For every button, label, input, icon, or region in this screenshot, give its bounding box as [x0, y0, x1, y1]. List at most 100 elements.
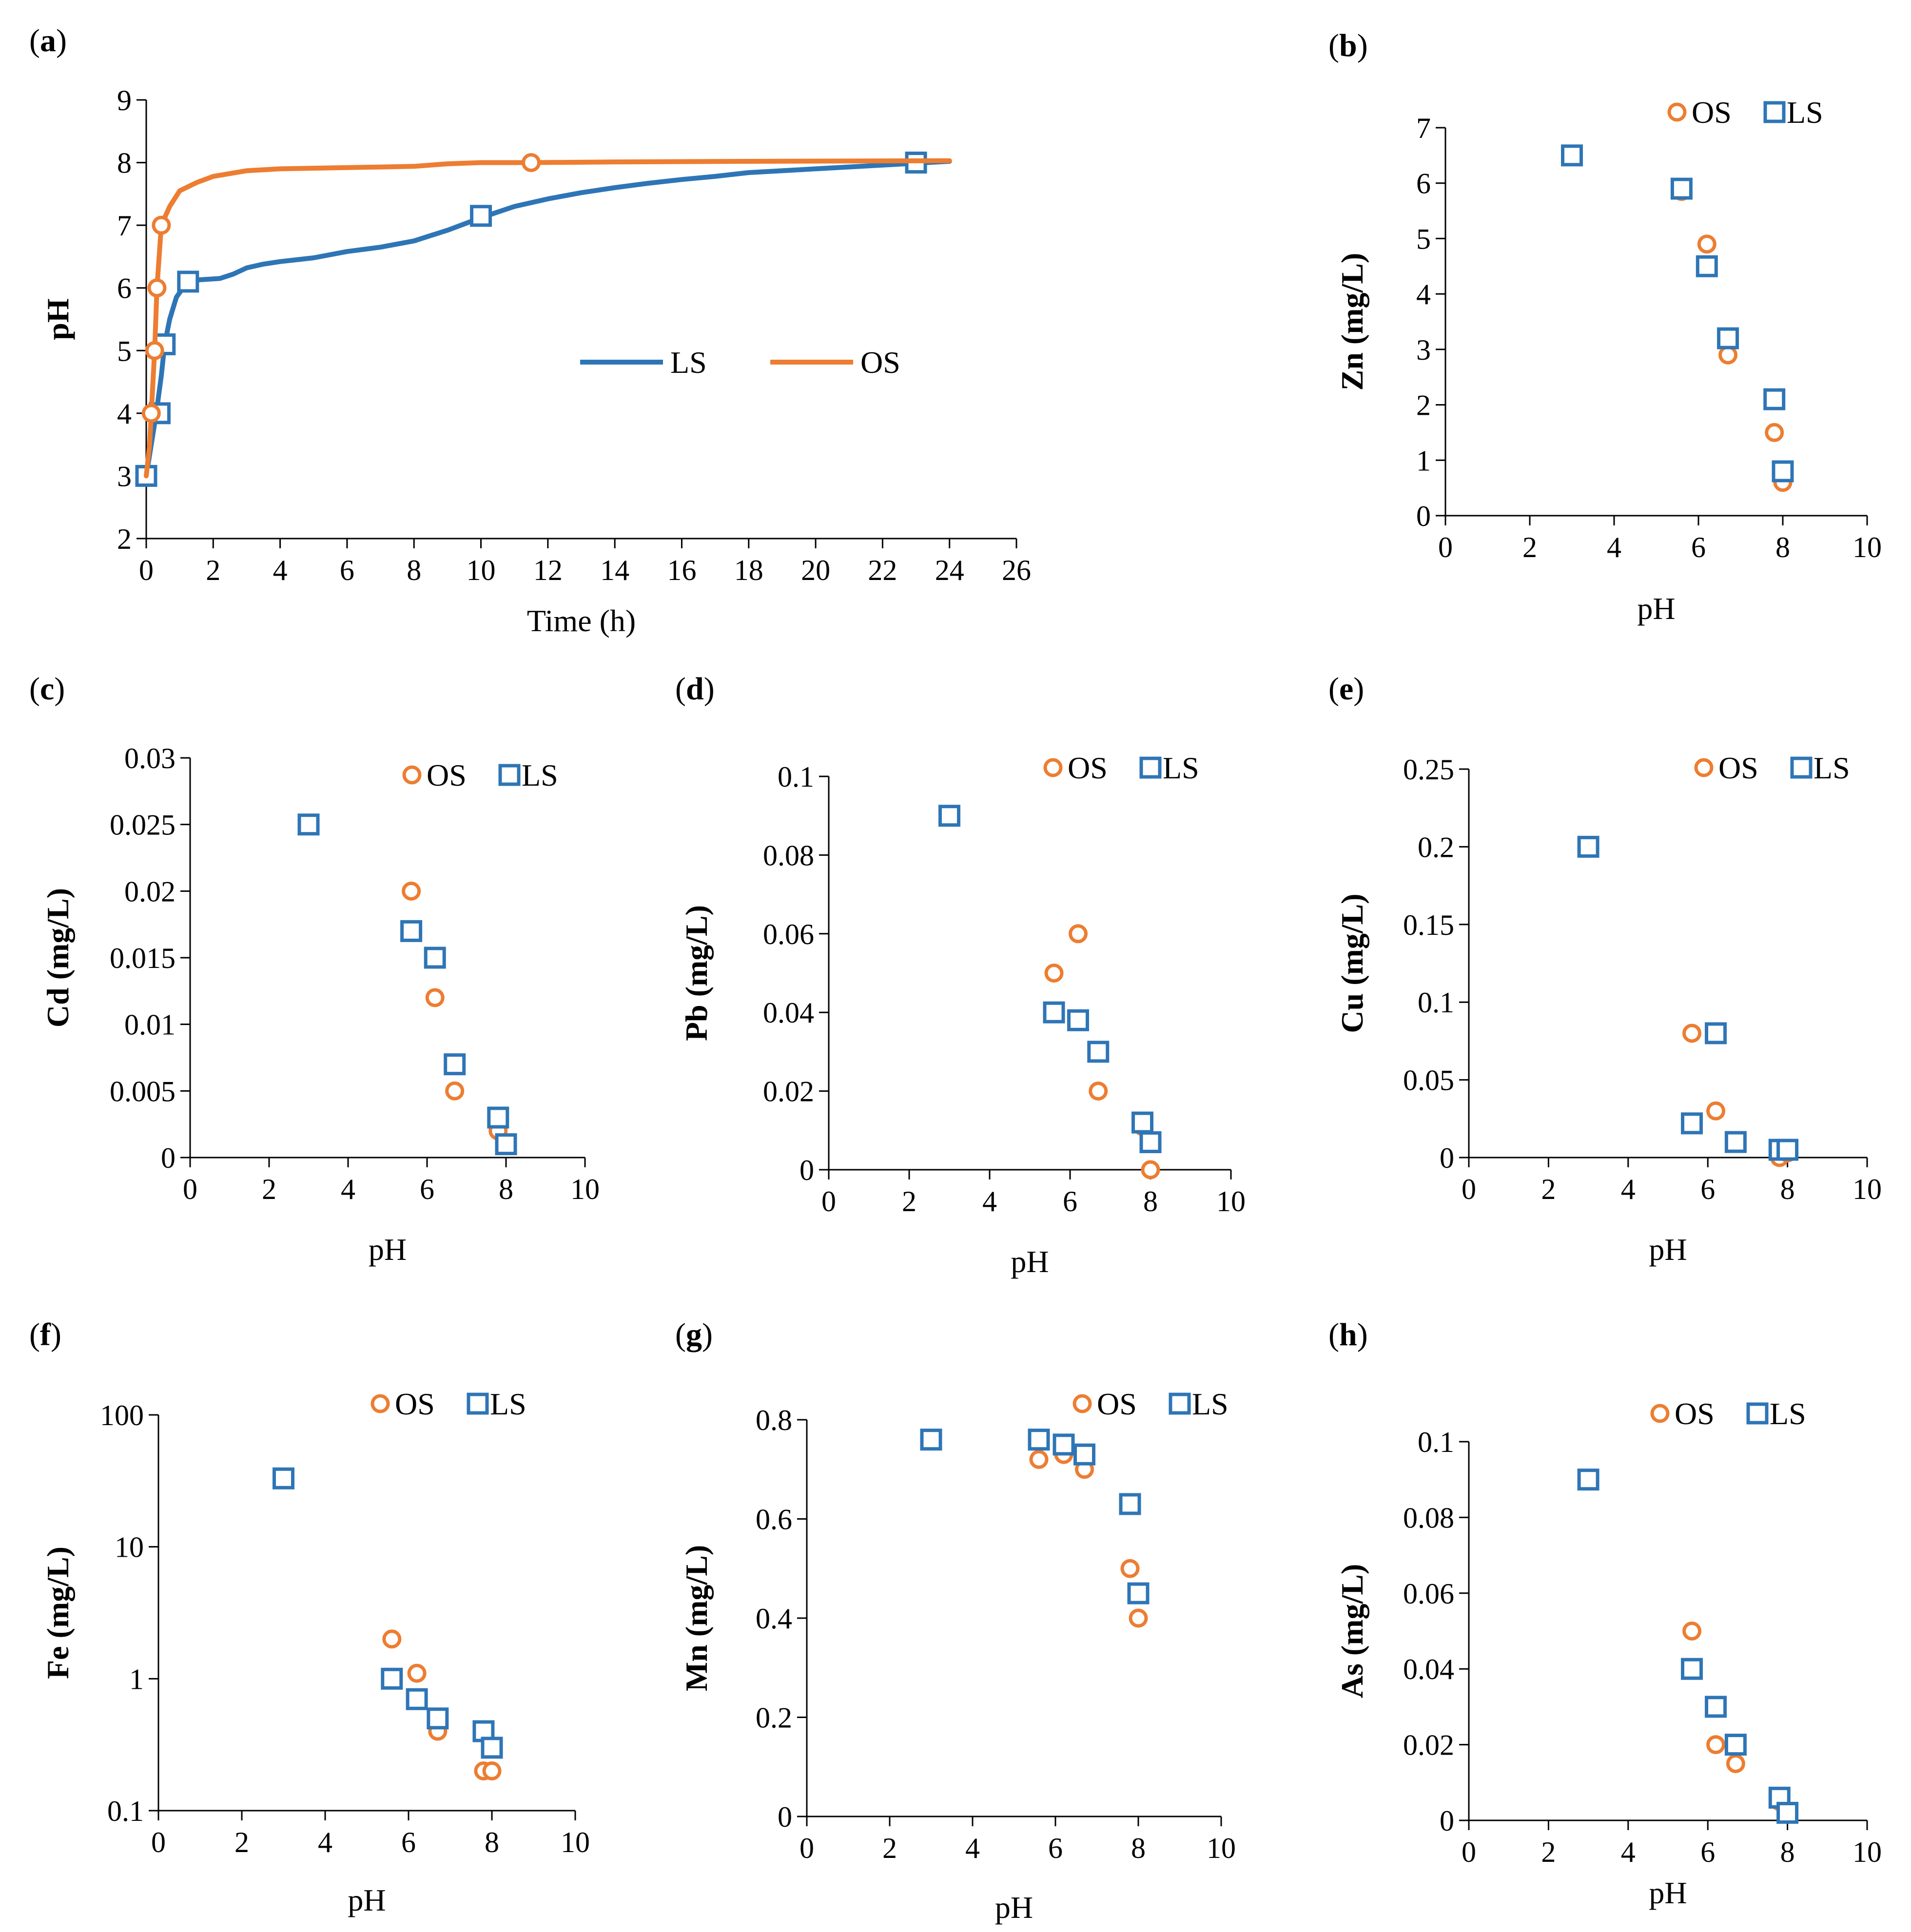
y-tick-label: 0.1	[1418, 1426, 1454, 1458]
data-point-LS	[1724, 1131, 1747, 1153]
legend-marker-LS	[1790, 756, 1813, 779]
data-point-LS	[1073, 1443, 1095, 1466]
x-axis-label-g: pH	[995, 1890, 1033, 1925]
legend-marker-LS	[1763, 101, 1786, 123]
y-tick-label: 0.8	[756, 1404, 792, 1436]
chart-h: (h) 0 2 4 6 8 10 0 0.02 0.04 0.06 0.08 0.1 pH As (mg/L…	[1328, 1317, 1882, 1910]
panel-letter-c: (c)	[29, 671, 65, 707]
x-tick-label: 2	[1541, 1836, 1556, 1868]
series-OS-f	[274, 1468, 502, 1781]
data-point-OS	[407, 1663, 427, 1683]
x-tick-label: 0	[800, 1832, 814, 1864]
data-point-LS	[487, 1106, 509, 1129]
data-point-LS	[1705, 1022, 1727, 1044]
y-tick-label: 8	[117, 147, 132, 179]
data-point-LS	[1681, 1658, 1703, 1680]
x-tick-label: 2	[882, 1832, 897, 1864]
legend-marker-LS	[498, 764, 521, 786]
x-tick-label: 0	[1462, 1173, 1476, 1205]
legend-marker-OS	[1667, 102, 1687, 122]
legend-marker-OS	[1694, 758, 1714, 777]
legend-label-LS: LS	[1787, 95, 1823, 130]
data-point-LS	[1053, 1433, 1075, 1456]
data-point-OS	[522, 153, 541, 173]
data-point-OS	[1682, 1622, 1702, 1641]
y-tick-label: 0	[161, 1142, 176, 1174]
y-tick-label: 7	[117, 210, 132, 242]
x-tick-label: 4	[965, 1832, 980, 1864]
y-tick-label: 0.15	[1403, 909, 1454, 941]
x-tick-label: 4	[1607, 531, 1621, 563]
series-LS-a	[135, 152, 952, 487]
legend-label-OS: OS	[1068, 751, 1108, 785]
y-tick-label: 0.04	[763, 997, 814, 1029]
x-tick-label: 10	[1852, 531, 1882, 563]
x-tick-label: 4	[1621, 1173, 1636, 1205]
x-tick-label: 20	[801, 554, 830, 586]
data-point-LS	[427, 1707, 449, 1730]
data-point-OS	[1697, 234, 1716, 254]
data-point-LS	[400, 920, 423, 942]
x-tick-label: 4	[1621, 1836, 1636, 1868]
x-tick-label: 2	[902, 1185, 916, 1217]
x-tick-label: 8	[1775, 531, 1790, 563]
data-point-LS	[424, 947, 446, 969]
x-tick-label: 2	[234, 1826, 249, 1858]
data-point-OS	[382, 1629, 402, 1649]
data-point-OS	[1706, 1101, 1726, 1121]
legend-marker-LS	[1139, 756, 1162, 779]
data-point-OS	[402, 881, 421, 901]
data-point-LS	[1772, 460, 1794, 483]
legend-marker-LS	[467, 1392, 489, 1415]
y-axis-label-g: Mn (mg/L)	[679, 1545, 714, 1691]
x-tick-label: 2	[262, 1173, 276, 1205]
x-tick-label: 8	[499, 1173, 513, 1205]
x-tick-label: 6	[1048, 1832, 1063, 1864]
data-point-LS	[177, 270, 199, 293]
x-tick-label: 2	[1541, 1173, 1556, 1205]
data-point-LS	[1681, 1112, 1703, 1135]
panel-letter-e: (e)	[1328, 671, 1364, 707]
x-tick-label: 8	[1780, 1173, 1795, 1205]
y-tick-label: 3	[1416, 334, 1431, 366]
x-tick-label: 0	[139, 554, 154, 586]
data-point-LS	[1043, 1001, 1065, 1024]
data-point-LS	[406, 1688, 428, 1710]
panel-letter-g: (g)	[675, 1317, 713, 1352]
y-tick-label: 0.02	[1403, 1729, 1454, 1761]
x-tick-label: 18	[734, 554, 763, 586]
data-point-LS	[1776, 1139, 1799, 1161]
legend-label-LS: LS	[670, 345, 707, 380]
chart-c: (c) 0 2 4 6 8 10 0 0.005 0.01 0.015 0.02 0.025 0.03 pH…	[29, 671, 600, 1267]
legend-marker-OS	[1650, 1404, 1670, 1423]
y-tick-label: 6	[1416, 168, 1431, 200]
x-tick-label: 6	[1700, 1173, 1715, 1205]
x-tick-label: 2	[1522, 531, 1537, 563]
x-tick-label: 6	[1063, 1185, 1077, 1217]
y-tick-label: 0	[1440, 1142, 1454, 1174]
y-tick-label: 0.015	[110, 942, 176, 974]
data-point-OS	[147, 278, 167, 298]
legend-marker-LS	[1746, 1402, 1769, 1425]
series-LS-b	[1561, 144, 1794, 483]
y-axis-label-f: Fe (mg/L)	[40, 1546, 75, 1679]
data-point-OS	[152, 215, 171, 235]
data-point-LS	[1763, 388, 1786, 410]
x-axis-label-b: pH	[1637, 591, 1675, 626]
x-axis-label-d: pH	[1011, 1244, 1049, 1279]
x-tick-label: 6	[340, 554, 354, 586]
series-line-LS	[144, 159, 952, 479]
y-tick-label: 0.05	[1403, 1064, 1454, 1097]
data-point-OS	[1129, 1608, 1148, 1628]
x-tick-label: 4	[318, 1826, 332, 1858]
legend-marker-OS	[402, 765, 422, 785]
series-LS-e	[1577, 835, 1799, 1161]
data-point-LS	[1577, 1468, 1599, 1491]
x-tick-label: 10	[1852, 1836, 1882, 1868]
x-tick-label: 8	[407, 554, 421, 586]
legend-label-OS: OS	[427, 758, 467, 792]
y-tick-label: 10	[115, 1531, 144, 1564]
y-tick-label: 0.03	[124, 742, 176, 774]
legend-f: OS LS	[370, 1387, 526, 1421]
